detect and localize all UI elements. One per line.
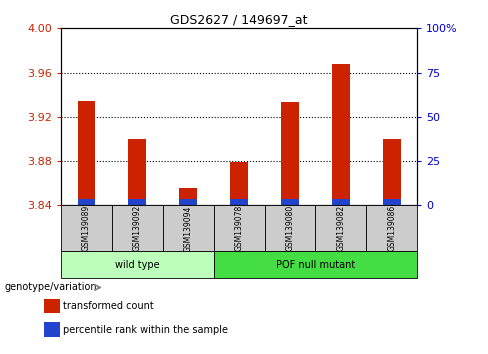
Bar [128,139,146,199]
FancyBboxPatch shape [264,205,315,251]
Text: POF null mutant: POF null mutant [276,259,355,270]
Bar [78,199,95,205]
Title: GDS2627 / 149697_at: GDS2627 / 149697_at [170,13,308,26]
Bar [179,199,197,205]
Bar [332,64,350,199]
Text: transformed count: transformed count [63,301,154,311]
Text: GSM139080: GSM139080 [285,205,295,251]
FancyBboxPatch shape [61,205,112,251]
Bar [281,199,299,205]
Text: wild type: wild type [115,259,160,270]
Bar [230,199,248,205]
Bar [281,102,299,199]
Bar [128,199,146,205]
Bar [383,199,401,205]
Text: GSM139078: GSM139078 [235,205,244,251]
FancyBboxPatch shape [112,205,163,251]
Bar [383,139,401,199]
FancyBboxPatch shape [315,205,366,251]
Text: GSM139082: GSM139082 [336,205,346,251]
FancyBboxPatch shape [61,251,214,278]
Text: genotype/variation: genotype/variation [5,282,98,292]
Text: GSM139092: GSM139092 [133,205,142,251]
Text: GSM139094: GSM139094 [183,205,193,252]
FancyBboxPatch shape [366,205,417,251]
Bar [44,322,60,337]
Bar [78,101,95,199]
Bar [179,188,197,199]
Text: GSM139089: GSM139089 [82,205,91,251]
FancyBboxPatch shape [163,205,214,251]
Text: GSM139086: GSM139086 [387,205,396,251]
Text: percentile rank within the sample: percentile rank within the sample [63,325,228,335]
Bar [332,199,350,205]
FancyBboxPatch shape [214,251,417,278]
Bar [44,299,60,313]
FancyBboxPatch shape [214,205,264,251]
Bar [230,162,248,199]
